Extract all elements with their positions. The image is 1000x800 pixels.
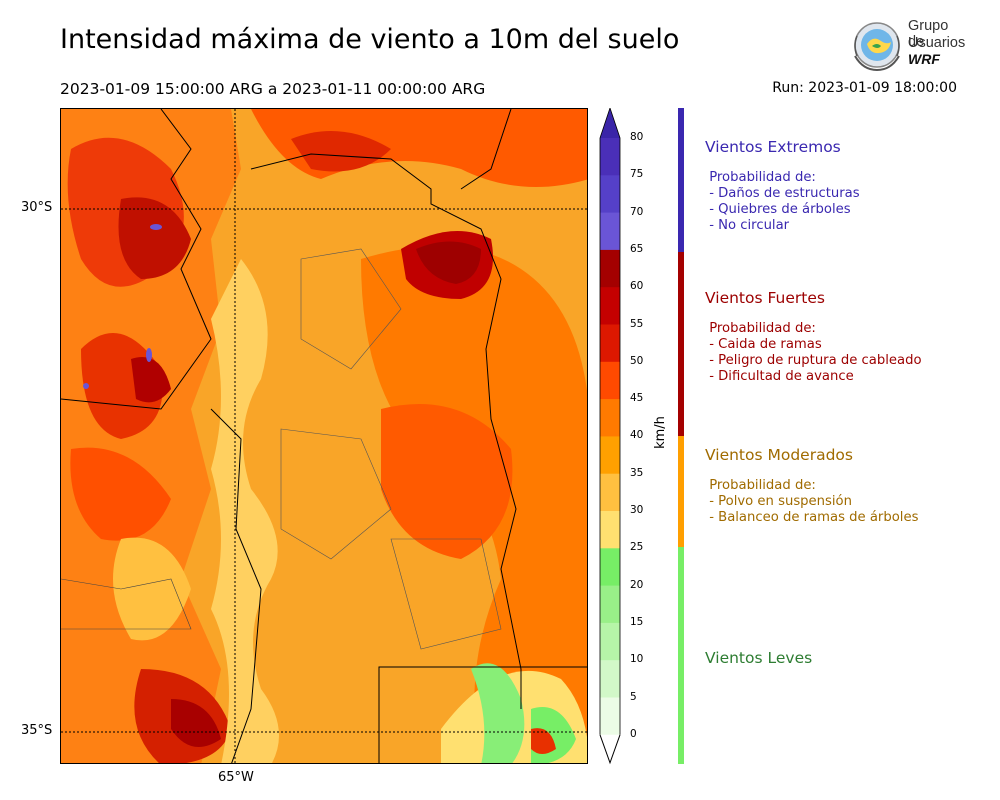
lat-label-30s: 30°S — [21, 200, 53, 215]
colorbar-tick-label: 65 — [630, 242, 644, 255]
logo: Grupo de Usuarios WRF — [848, 16, 968, 76]
category-bar-extreme — [678, 108, 684, 252]
colorbar-segment — [600, 287, 620, 325]
colorbar-tick-label: 40 — [630, 429, 644, 442]
category-line: - Caida de ramas — [705, 337, 822, 352]
category-title: Vientos Leves — [705, 649, 813, 667]
colorbar-tick-label: 60 — [630, 280, 644, 293]
colorbar-unit: km/h — [652, 416, 668, 449]
colorbar-tick-label: 80 — [630, 131, 644, 143]
category-bar-light — [678, 547, 684, 764]
colorbar-segment — [600, 511, 620, 549]
colorbar-tick-label: 55 — [630, 317, 644, 330]
colorbar-segment — [600, 436, 620, 475]
colorbar: 80 75 70 65 60 55 50 45 40 35 30 25 20 15 10 5 0 — [598, 106, 688, 768]
lon-label-65w: 65°W — [218, 770, 254, 785]
colorbar-scale — [599, 106, 621, 765]
colorbar-segment — [600, 622, 620, 661]
colorbar-tick-label: 30 — [630, 504, 644, 516]
colorbar-tick-label: 0 — [630, 727, 637, 740]
colorbar-tick-label: 15 — [630, 615, 644, 628]
category-line: Probabilidad de: — [705, 321, 816, 336]
category-title: Vientos Fuertes — [705, 289, 825, 307]
colorbar-bottom-extension — [599, 734, 621, 765]
category-line: - Daños de estructuras — [705, 186, 860, 201]
colorbar-segment — [600, 249, 620, 288]
lat-label-35s: 35°S — [21, 723, 53, 738]
run-time: Run: 2023-01-09 18:00:00 — [772, 80, 957, 96]
map-title: Intensidad máxima de viento a 10m del su… — [60, 24, 680, 55]
category-extreme: Vientos Extremos Probabilidad de: - Daño… — [705, 138, 860, 234]
colorbar-segment — [600, 175, 620, 214]
colorbar-tick-label: 35 — [630, 466, 644, 479]
colorbar-top-extension — [600, 108, 620, 138]
colorbar-tick-label: 70 — [630, 205, 644, 218]
colorbar-tick-label: 50 — [630, 354, 644, 367]
colorbar-segment — [600, 399, 620, 437]
colorbar-tick-label: 10 — [630, 653, 644, 666]
colorbar-segment — [600, 138, 620, 176]
colorbar-segment — [600, 212, 620, 251]
category-line: - No circular — [705, 218, 790, 233]
colorbar-segment — [600, 473, 620, 512]
colorbar-tick-label: 5 — [630, 690, 637, 703]
logo-text-line3: WRF — [908, 51, 940, 67]
colorbar-segment — [600, 324, 620, 363]
colorbar-outline — [599, 106, 621, 735]
colorbar-segment — [600, 548, 620, 587]
category-light: Vientos Leves — [705, 649, 812, 667]
category-line: Probabilidad de: — [705, 170, 816, 185]
category-line: - Dificultad de avance — [705, 369, 854, 384]
category-line: - Peligro de ruptura de cableado — [705, 353, 922, 368]
category-bar-moderate — [678, 436, 684, 547]
colorbar-tick-label: 25 — [630, 541, 644, 554]
colorbar-tick-label: 45 — [630, 392, 644, 405]
category-line: Probabilidad de: — [705, 478, 816, 493]
wind-field — [61, 109, 587, 763]
colorbar-tick-label: 75 — [630, 168, 644, 181]
globe-logo-icon — [854, 22, 900, 72]
category-strong: Vientos Fuertes Probabilidad de: - Caida… — [705, 289, 922, 385]
colorbar-tick-label: 20 — [630, 578, 644, 591]
colorbar-segment — [600, 697, 620, 736]
logo-text-line1: Grupo de — [908, 18, 949, 50]
logo-text-line2: Usuarios — [908, 35, 966, 51]
category-line: - Balanceo de ramas de árboles — [705, 510, 919, 525]
colorbar-segment — [600, 361, 620, 400]
category-moderate: Vientos Moderados Probabilidad de: - Pol… — [705, 446, 918, 526]
wind-map — [60, 108, 588, 764]
category-title: Vientos Moderados — [705, 446, 853, 464]
category-bar-strong — [678, 252, 684, 436]
category-line: - Polvo en suspensión — [705, 494, 852, 509]
forecast-period: 2023-01-09 15:00:00 ARG a 2023-01-11 00:… — [60, 80, 486, 98]
category-line: - Quiebres de árboles — [705, 202, 851, 217]
category-title: Vientos Extremos — [705, 138, 841, 156]
colorbar-segment — [600, 585, 620, 624]
colorbar-segment — [600, 660, 620, 698]
